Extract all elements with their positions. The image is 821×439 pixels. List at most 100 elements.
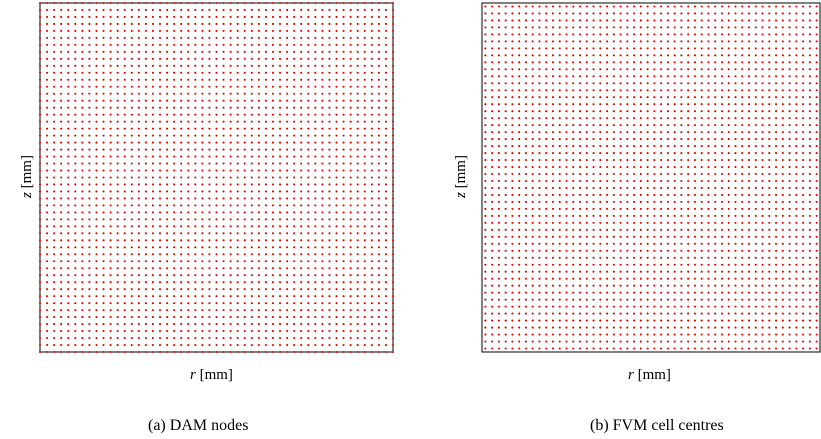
node-point: [166, 309, 169, 312]
node-point: [257, 295, 260, 298]
cell-centre-point: [660, 12, 663, 15]
node-point: [384, 127, 387, 130]
cell-centre-point: [795, 117, 798, 120]
node-point: [271, 78, 275, 81]
node-point: [243, 99, 246, 102]
cell-centre-point: [578, 277, 582, 280]
cell-centre-point: [531, 19, 534, 22]
node-point: [349, 162, 352, 165]
cell-centre-point: [504, 159, 507, 162]
node-point: [180, 113, 183, 116]
cell-centre-point: [606, 228, 609, 231]
node-point: [187, 343, 190, 347]
cell-centre-point: [592, 152, 595, 155]
node-point: [314, 71, 317, 74]
cell-centre-point: [551, 263, 555, 266]
cell-centre-point: [545, 131, 548, 134]
node-point: [102, 43, 105, 46]
node-point: [286, 267, 289, 270]
cell-centre-point: [754, 221, 757, 224]
cell-centre-point: [491, 75, 494, 78]
node-point: [88, 113, 91, 116]
node-point: [187, 176, 190, 179]
cell-centre-point: [524, 326, 527, 329]
cell-centre-point: [653, 47, 656, 50]
node-point: [236, 343, 239, 347]
node-point: [151, 8, 155, 12]
cell-centre-point: [484, 235, 487, 238]
cell-centre-point: [673, 124, 676, 127]
cell-centre-point: [545, 200, 548, 203]
node-point: [278, 64, 282, 67]
node-point: [60, 218, 63, 221]
node-point: [384, 106, 387, 109]
cell-centre-point: [572, 165, 575, 169]
node-point: [264, 281, 267, 284]
node-point: [116, 78, 119, 81]
node-point: [130, 309, 133, 312]
cell-centre-point: [714, 54, 717, 57]
cell-centre-point: [626, 61, 629, 64]
node-point: [38, 343, 42, 347]
cell-centre-point: [680, 138, 683, 141]
node-point: [271, 267, 275, 270]
node-point: [229, 92, 232, 95]
cell-centre-point: [795, 75, 798, 78]
cell-centre-point: [714, 235, 717, 238]
node-point: [293, 85, 296, 88]
node-point: [264, 211, 267, 214]
cell-centre-point: [680, 165, 683, 169]
cell-centre-point: [727, 96, 730, 99]
node-point: [38, 295, 42, 298]
cell-centre-point: [558, 138, 561, 141]
cell-centre-point: [761, 172, 764, 176]
node-point: [222, 64, 225, 67]
cell-centre-point: [781, 19, 784, 22]
node-point: [109, 190, 112, 193]
cell-centre-point: [633, 207, 636, 210]
cell-centre-point: [815, 159, 818, 162]
cell-centre-point: [511, 228, 514, 231]
cell-centre-point: [666, 305, 669, 308]
node-point: [286, 225, 289, 228]
cell-centre-point: [666, 228, 669, 231]
cell-centre-point: [545, 54, 548, 57]
cell-centre-point: [768, 19, 771, 22]
node-point: [335, 155, 338, 158]
node-point: [144, 169, 147, 172]
node-point: [173, 183, 176, 186]
cell-centre-point: [761, 179, 764, 183]
cell-centre-point: [612, 200, 615, 203]
node-point: [116, 197, 119, 200]
cell-centre-point: [653, 326, 656, 329]
cell-centre-point: [619, 54, 622, 57]
node-point: [222, 260, 225, 263]
cell-centre-point: [714, 312, 717, 315]
cell-centre-point: [680, 82, 683, 85]
cell-centre-point: [572, 263, 575, 266]
cell-centre-point: [592, 103, 595, 106]
cell-centre-point: [491, 291, 494, 294]
cell-centre-point: [484, 221, 487, 224]
cell-centre-point: [565, 33, 568, 36]
cell-centre-point: [612, 152, 615, 155]
cell-centre-point: [700, 291, 703, 294]
node-point: [377, 232, 380, 235]
node-point: [222, 225, 225, 228]
cell-centre-point: [572, 54, 575, 57]
cell-centre-point: [504, 291, 507, 294]
node-point: [60, 120, 63, 123]
cell-centre-point: [558, 131, 561, 134]
cell-centre-point: [653, 200, 656, 203]
cell-centre-point: [633, 117, 636, 120]
node-point: [158, 274, 162, 277]
cell-centre-point: [714, 61, 717, 64]
node-point: [74, 190, 77, 193]
node-point: [391, 330, 395, 333]
node-point: [46, 267, 49, 270]
cell-centre-point: [592, 33, 595, 36]
node-point: [173, 148, 176, 151]
cell-centre-point: [558, 26, 561, 29]
node-point: [307, 253, 310, 256]
node-point: [377, 246, 380, 249]
